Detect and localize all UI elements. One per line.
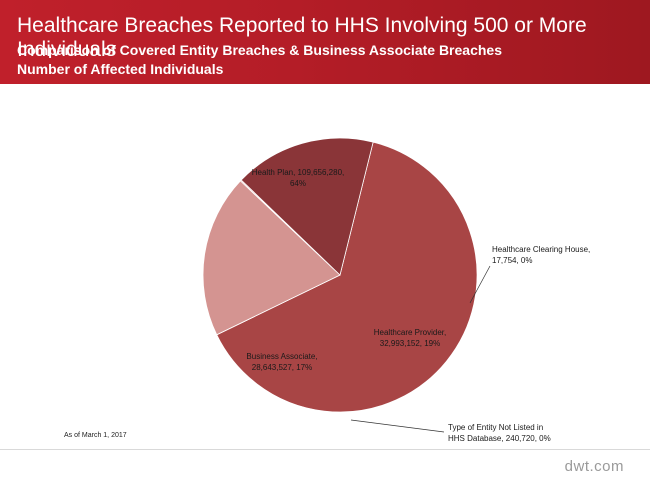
pie-chart: Health Plan, 109,656,280, 64% Healthcare C…	[202, 137, 590, 443]
data-label: Healthcare Provider, 32,993,152, 19%	[374, 328, 446, 348]
chart-title: Healthcare Breaches Reported to HHS Invo…	[17, 14, 587, 61]
data-label: Health Plan, 109,656,280, 64%	[252, 168, 345, 188]
leader-line	[469, 265, 491, 304]
title-banner: Healthcare Breaches Reported to HHS Invo…	[0, 0, 650, 84]
data-label: Healthcare Clearing House, 17,754, 0%	[492, 245, 590, 265]
data-label: Business Associate, 28,643,527, 17%	[246, 352, 317, 372]
footer-divider	[0, 449, 650, 450]
brand-logo-text: dwt.com	[564, 458, 624, 475]
data-label: Type of Entity Not Listed in HHS Database…	[448, 423, 551, 443]
chart-subtitle-2: Number of Affected Individuals	[17, 61, 224, 77]
chart-subtitle: Comparison of Covered Entity Breaches & …	[17, 42, 502, 58]
leader-line	[350, 419, 445, 433]
pie-slice-healthcare-provider	[202, 180, 341, 336]
pie-slice-health-plan	[216, 141, 478, 413]
as-of-date: As of March 1, 2017	[64, 432, 127, 439]
pie-slice-business-associate	[240, 137, 374, 276]
